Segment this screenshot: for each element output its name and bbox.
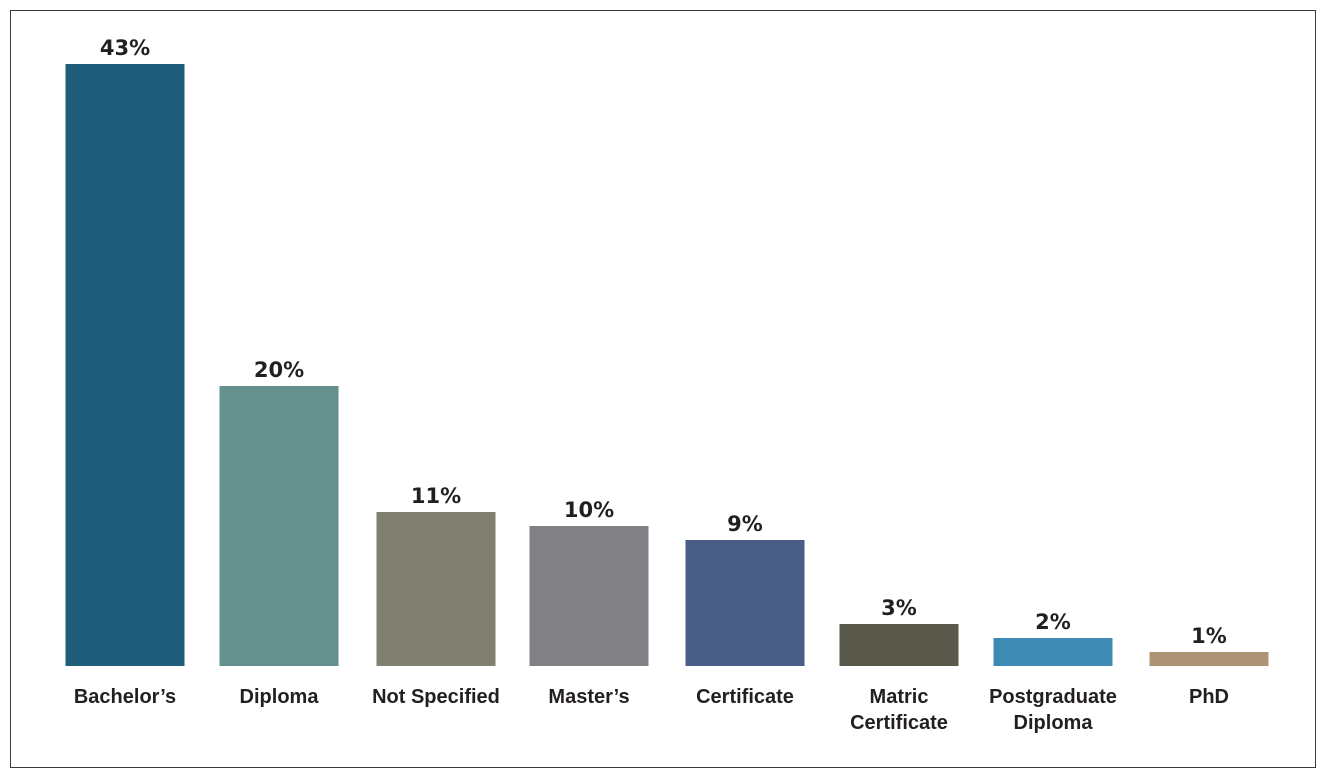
- bar-8: [1149, 652, 1269, 666]
- category-label-line: Certificate: [696, 686, 794, 708]
- value-label-4: 10%: [564, 498, 614, 522]
- category-label-3: Not Specified: [372, 686, 500, 708]
- category-label-line: Diploma: [240, 686, 320, 708]
- category-label-6: Matric Certificate: [850, 686, 948, 734]
- value-label-2: 20%: [254, 358, 304, 382]
- category-label-line: Bachelor’s: [74, 686, 176, 708]
- category-label-line: Master’s: [548, 686, 629, 708]
- category-label-line: Certificate: [850, 712, 948, 734]
- bar-6: [839, 624, 959, 666]
- category-label-line: PhD: [1189, 686, 1229, 708]
- category-label-line: Diploma: [1014, 712, 1094, 734]
- bar-3: [376, 512, 496, 666]
- value-label-7: 2%: [1035, 610, 1071, 634]
- category-label-line: Postgraduate: [989, 686, 1117, 708]
- bar-7: [993, 638, 1113, 666]
- category-label-2: Diploma: [240, 686, 320, 708]
- value-label-8: 1%: [1191, 624, 1227, 648]
- category-label-1: Bachelor’s: [74, 686, 176, 708]
- category-label-line: Not Specified: [372, 686, 500, 708]
- bar-2: [219, 386, 339, 666]
- category-label-8: PhD: [1189, 686, 1229, 708]
- category-label-line: Matric: [870, 686, 929, 708]
- category-label-7: Postgraduate Diploma: [989, 686, 1117, 734]
- category-label-4: Master’s: [548, 686, 629, 708]
- bar-1: [65, 64, 185, 666]
- value-label-6: 3%: [881, 596, 917, 620]
- value-label-3: 11%: [411, 484, 461, 508]
- category-label-5: Certificate: [696, 686, 794, 708]
- bar-5: [685, 540, 805, 666]
- value-label-5: 9%: [727, 512, 763, 536]
- value-label-1: 43%: [100, 36, 150, 60]
- bar-4: [529, 526, 649, 666]
